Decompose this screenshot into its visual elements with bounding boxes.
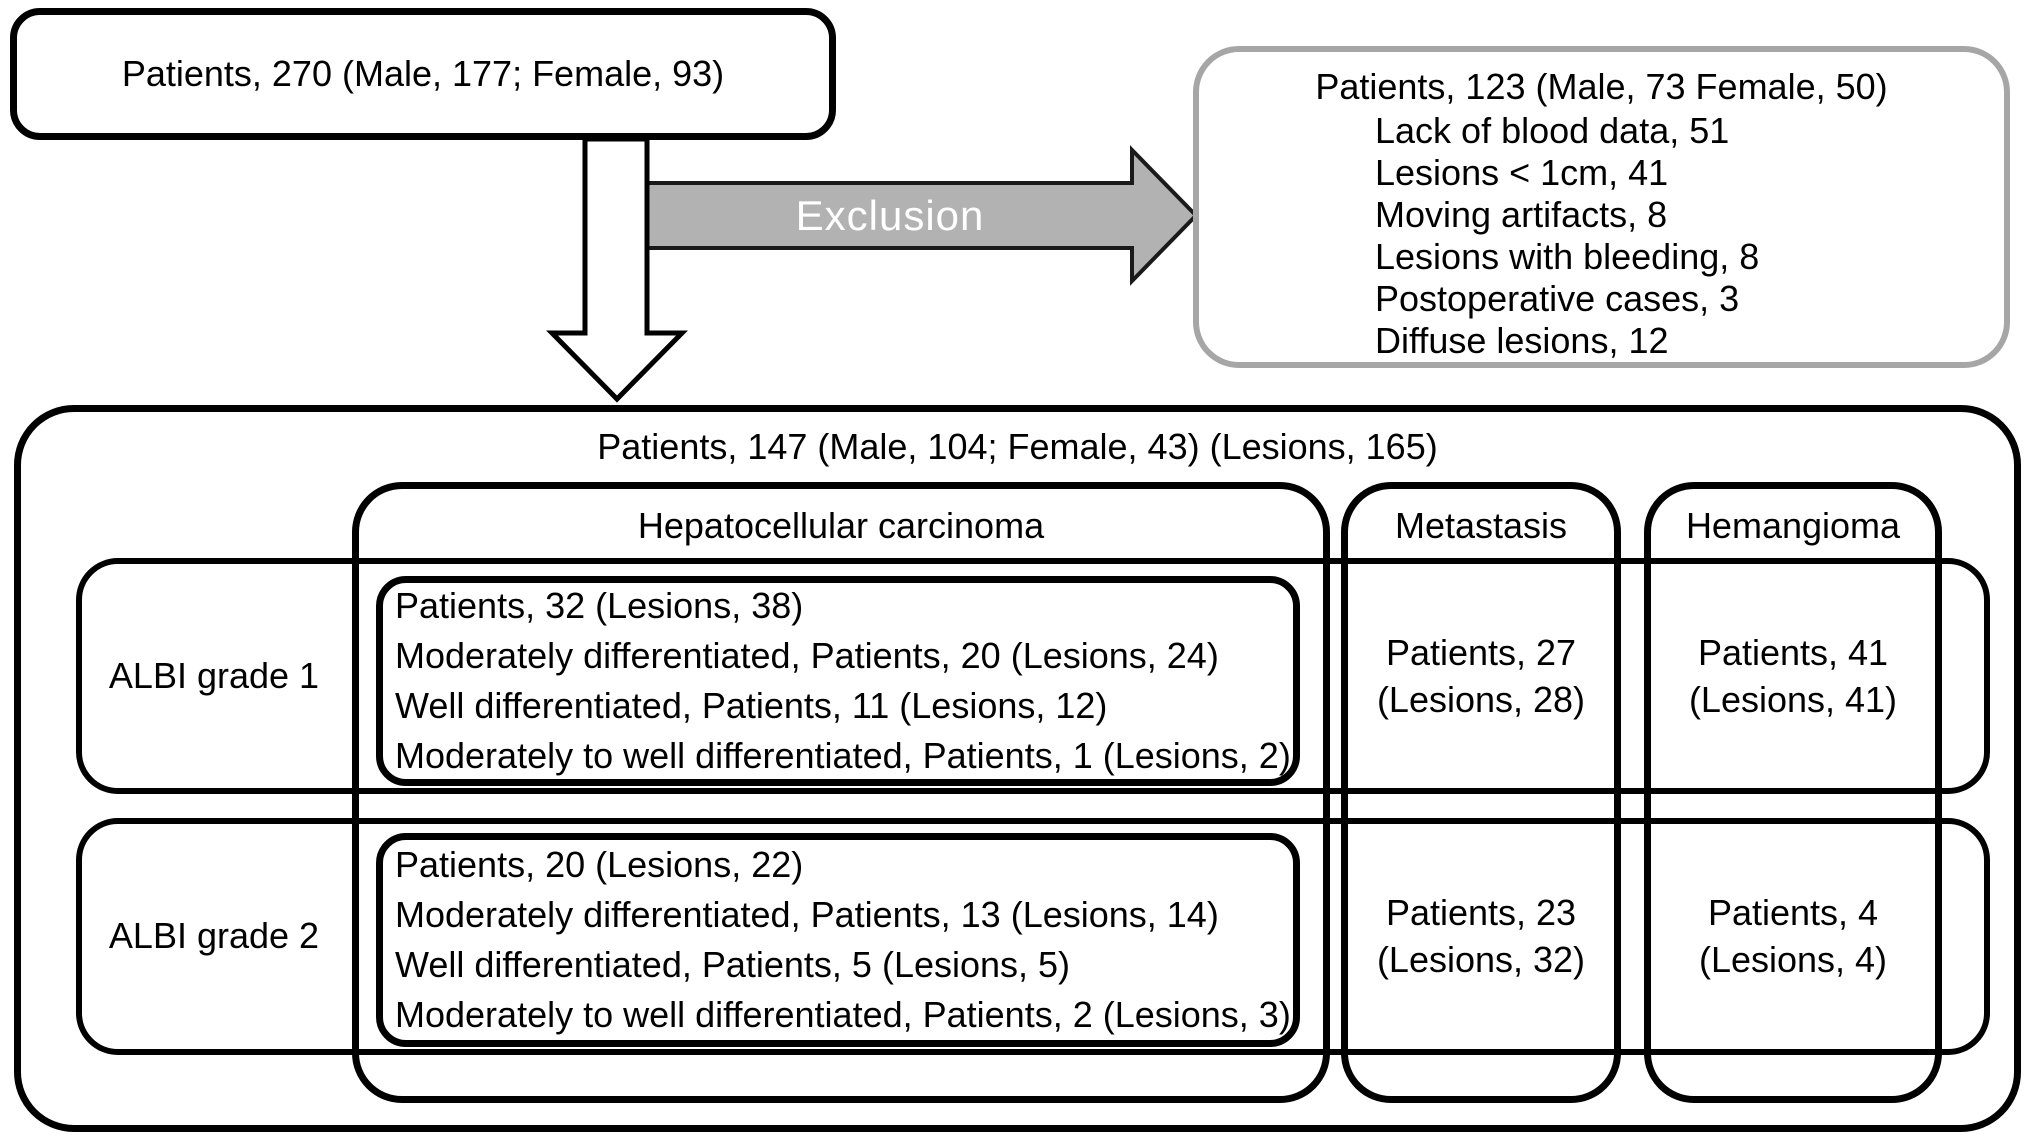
hcc-albi1-line: Well differentiated, Patients, 11 (Lesio… xyxy=(395,685,1108,726)
cell-line: Patients, 41 xyxy=(1697,632,1889,673)
hcc-albi2-line: Patients, 20 (Lesions, 22) xyxy=(395,844,804,885)
cell-line: (Lesions, 32) xyxy=(1376,939,1586,980)
cell-line: Patients, 23 xyxy=(1385,892,1577,933)
included-cohort-title: Patients, 147 (Male, 104; Female, 43) (L… xyxy=(597,426,1438,467)
exclusion-reason: Lesions with bleeding, 8 xyxy=(1375,236,1760,277)
exclusion-label: Exclusion xyxy=(796,192,985,239)
column-header-metastasis: Metastasis xyxy=(1394,505,1568,546)
metastasis-albi1-cell: Patients, 27 (Lesions, 28) xyxy=(1348,629,1614,723)
hcc-albi2-line: Well differentiated, Patients, 5 (Lesion… xyxy=(395,944,1071,985)
hemangioma-albi1-cell: Patients, 41 (Lesions, 41) xyxy=(1651,629,1935,723)
down-arrow-icon xyxy=(546,136,688,403)
cell-line: (Lesions, 4) xyxy=(1698,939,1888,980)
hcc-albi1-line: Patients, 32 (Lesions, 38) xyxy=(395,585,804,626)
row-label-albi-grade-1: ALBI grade 1 xyxy=(108,655,320,696)
hcc-albi1-line: Moderately to well differentiated, Patie… xyxy=(395,735,1291,776)
row-albi-grade-2 xyxy=(76,818,1990,1055)
column-header-hemangioma: Hemangioma xyxy=(1685,505,1901,546)
exclusion-reason: Diffuse lesions, 12 xyxy=(1375,320,1669,361)
cell-line: (Lesions, 41) xyxy=(1688,679,1898,720)
enrolled-patients-text: Patients, 270 (Male, 177; Female, 93) xyxy=(121,53,725,94)
column-header-hcc: Hepatocellular carcinoma xyxy=(637,505,1045,546)
row-albi-grade-1 xyxy=(76,558,1990,794)
hcc-albi1-line: Moderately differentiated, Patients, 20 … xyxy=(395,635,1219,676)
hcc-albi2-line: Moderately differentiated, Patients, 13 … xyxy=(395,894,1219,935)
exclusion-reason: Moving artifacts, 8 xyxy=(1375,194,1668,235)
row-label-albi-grade-2: ALBI grade 2 xyxy=(108,915,320,956)
cell-line: Patients, 4 xyxy=(1707,892,1879,933)
hcc-albi2-details-box: Patients, 20 (Lesions, 22) Moderately di… xyxy=(376,833,1300,1047)
exclusion-reason: Postoperative cases, 3 xyxy=(1375,278,1740,319)
exclusion-reason: Lack of blood data, 51 xyxy=(1375,110,1730,151)
hemangioma-albi2-cell: Patients, 4 (Lesions, 4) xyxy=(1651,889,1935,983)
exclusion-arrow-icon xyxy=(645,145,1199,286)
cell-line: (Lesions, 28) xyxy=(1376,679,1586,720)
excluded-patients-title: Patients, 123 (Male, 73 Female, 50) xyxy=(1315,66,1888,107)
exclusion-reason: Lesions < 1cm, 41 xyxy=(1375,152,1669,193)
hcc-albi2-line: Moderately to well differentiated, Patie… xyxy=(395,994,1291,1035)
metastasis-albi2-cell: Patients, 23 (Lesions, 32) xyxy=(1348,889,1614,983)
cell-line: Patients, 27 xyxy=(1385,632,1577,673)
hcc-albi1-details-box: Patients, 32 (Lesions, 38) Moderately di… xyxy=(376,576,1300,786)
excluded-patients-box: Patients, 123 (Male, 73 Female, 50) Lack… xyxy=(1193,46,2010,368)
enrolled-patients-box: Patients, 270 (Male, 177; Female, 93) xyxy=(10,8,836,140)
